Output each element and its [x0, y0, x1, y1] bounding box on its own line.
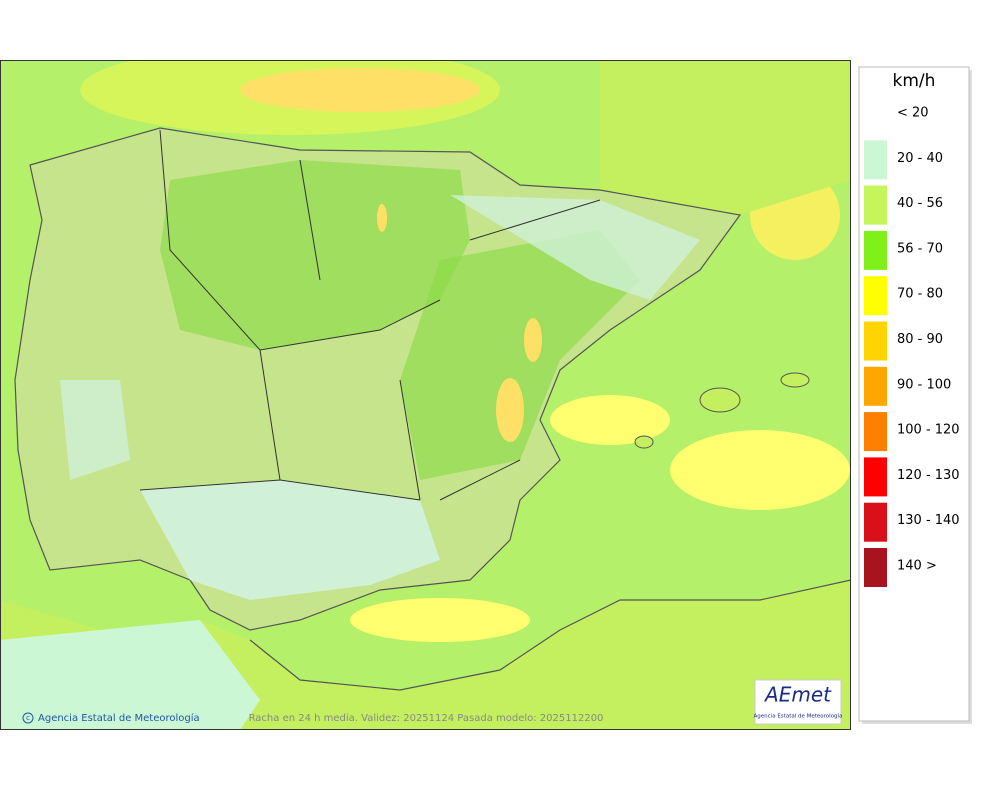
legend-label: < 20	[897, 106, 929, 121]
logo-name: AEmet	[763, 683, 832, 707]
logo-subtitle: Agencia Estatal de Meteorología	[754, 713, 843, 720]
legend-label: 100 - 120	[897, 423, 960, 438]
legend-items: < 20 20 - 40 40 - 56 56 - 70 70 - 80 80 - 90 9…	[864, 106, 960, 587]
legend-label: 70 - 80	[897, 287, 943, 302]
map	[0, 60, 851, 730]
legend-label: 20 - 40	[897, 151, 943, 166]
legend-swatch	[864, 457, 887, 497]
caption: Racha en 24 h media. Validez: 20251124 P…	[249, 713, 604, 724]
legend-label: 130 - 140	[897, 513, 960, 528]
legend-swatch	[864, 140, 887, 180]
legend-swatch	[864, 321, 887, 361]
legend-label: 90 - 100	[897, 377, 951, 392]
legend-swatch	[864, 276, 887, 316]
legend-label: 120 - 130	[897, 468, 960, 483]
legend-swatch	[864, 185, 887, 225]
svg-text:c: c	[26, 714, 30, 722]
legend-label: 56 - 70	[897, 241, 943, 256]
legend-swatch	[864, 366, 887, 406]
legend-swatch	[864, 412, 887, 452]
legend-swatch	[864, 230, 887, 270]
logo	[754, 679, 842, 725]
legend-label: 80 - 90	[897, 332, 943, 347]
legend-swatch	[864, 548, 887, 587]
copyright: Agencia Estatal de Meteorología	[38, 712, 200, 724]
legend-label: 140 >	[897, 559, 937, 574]
legend-label: 40 - 56	[897, 196, 943, 211]
legend-unit: km/h	[893, 71, 936, 91]
legend-swatch	[864, 502, 887, 542]
